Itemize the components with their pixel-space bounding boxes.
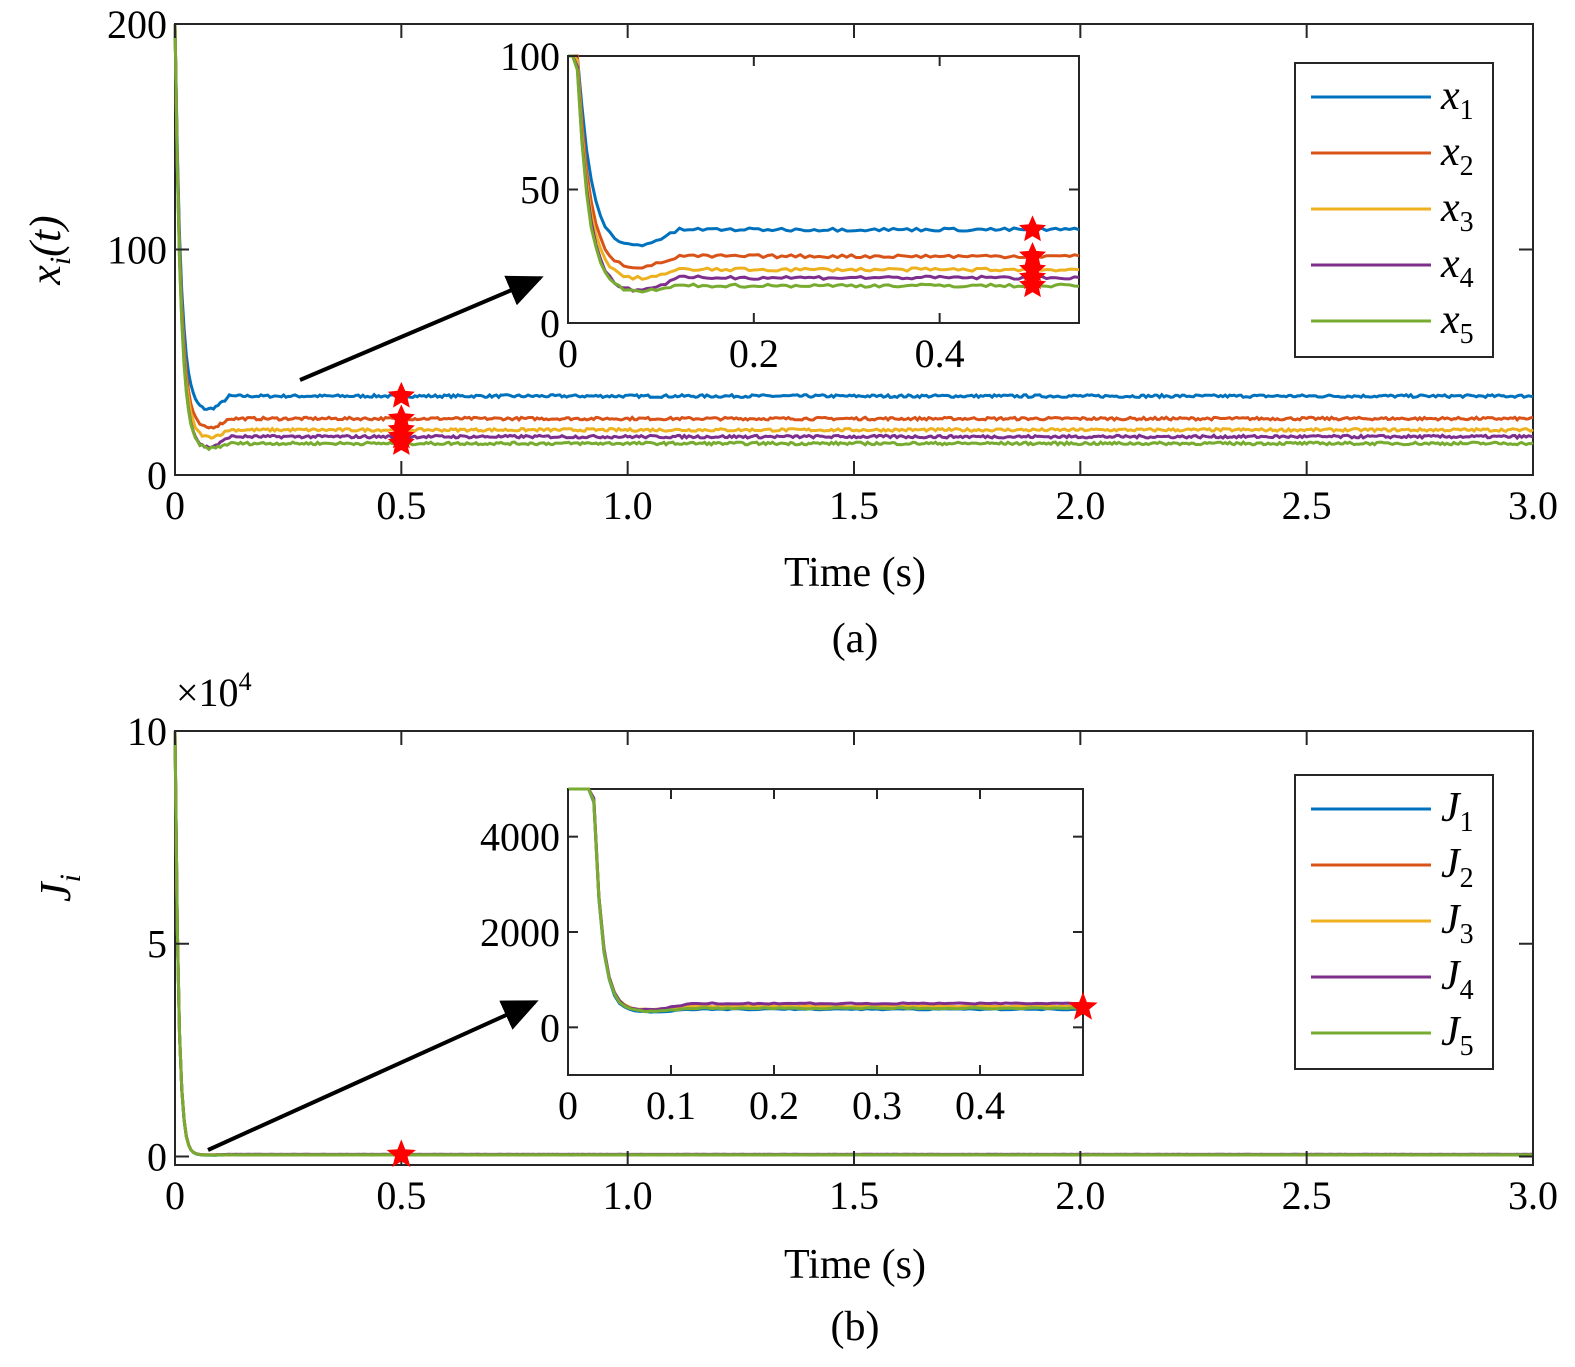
panel-a-inset-ytick-label: 50 xyxy=(520,168,560,213)
panel-a-ylabel-suffix: (t) xyxy=(21,215,70,257)
panel-b-exponent-label: ×104 xyxy=(176,667,252,715)
panel-a-ylabel-sub: i xyxy=(44,257,77,265)
panel-b-xtick-label: 1.5 xyxy=(829,1173,879,1218)
panel-b-inset-ytick-label: 0 xyxy=(540,1005,560,1050)
panel-b-inset-ytick-label: 4000 xyxy=(480,815,560,860)
panel-a-xlabel: Time (s) xyxy=(784,550,926,596)
panel-b-inset-xtick-label: 0 xyxy=(558,1083,578,1128)
panel-a-xtick-label: 2.5 xyxy=(1282,483,1332,528)
panel-b-xtick-label: 2.5 xyxy=(1282,1173,1332,1218)
panel-a-inset-ytick-label: 0 xyxy=(540,301,560,346)
panel-b-xtick-label: 2.0 xyxy=(1055,1173,1105,1218)
panel-a-xtick-label: 2.0 xyxy=(1055,483,1105,528)
panel-a-legend-entry-5: x5 xyxy=(1440,297,1474,350)
panel-a-inset-series-line-2 xyxy=(568,54,1080,270)
panel-b-xtick-label: 0.5 xyxy=(376,1173,426,1218)
panel-a-inset-marker-star-5 xyxy=(1019,271,1047,298)
panel-a-ylabel-main: x xyxy=(21,265,70,286)
panel-a-legend-entry-3: x3 xyxy=(1440,185,1474,238)
panel-b-exponent-base: ×10 xyxy=(176,670,239,715)
panel-a-inset-xtick-label: 0.2 xyxy=(729,331,779,376)
panel-a-zoom-arrow xyxy=(299,275,544,382)
panel-b-marker-star-1 xyxy=(386,1139,416,1168)
panel-a-marker-star-1 xyxy=(387,381,415,408)
panel-b-inset-xtick-label: 0.1 xyxy=(646,1083,696,1128)
panel-b-ylabel-main: J xyxy=(31,880,80,902)
panel-a-ylabel: xi(t) xyxy=(21,215,77,285)
panel-a-xtick-label: 1.0 xyxy=(603,483,653,528)
panel-a-xtick-label: 0 xyxy=(165,483,185,528)
panel-a-inset-ytick-label: 100 xyxy=(500,34,560,79)
panel-b-label: (b) xyxy=(831,1304,880,1350)
panel-a-marker-star-5 xyxy=(387,429,415,455)
panel-b-ytick-label: 5 xyxy=(147,922,167,967)
panel-b-legend-entry-5: J5 xyxy=(1441,1009,1474,1062)
panel-a-inset-axes-box xyxy=(567,55,1080,324)
panel-b-ylabel: Ji xyxy=(31,874,87,902)
panel-a-label: (a) xyxy=(832,616,879,662)
panel-b-legend-entry-3: J3 xyxy=(1441,897,1474,950)
panel-b-legend-entry-4: J4 xyxy=(1441,953,1474,1006)
panel-a-inset-xtick-label: 0 xyxy=(558,331,578,376)
panel-a-ytick-label: 100 xyxy=(107,228,167,273)
panel-a: Time (s) (a) xi(t) xyxy=(21,215,926,662)
panel-b-inset-series-line-5 xyxy=(568,787,1084,1014)
panel-b-legend-entry-2: J2 xyxy=(1441,841,1474,894)
panel-b-xtick-label: 0 xyxy=(165,1173,185,1218)
panel-a-inset-series-line-5 xyxy=(568,54,1080,294)
panel-a-xtick-label: 0.5 xyxy=(376,483,426,528)
panel-a-legend-entry-2: x2 xyxy=(1440,129,1474,182)
panel-b-ylabel-sub: i xyxy=(54,874,87,882)
panel-b-inset-marker-star-1 xyxy=(1068,991,1098,1020)
panel-b-xtick-label: 3.0 xyxy=(1508,1173,1558,1218)
panel-b-ytick-label: 10 xyxy=(127,709,167,754)
panel-b-inset-series-line-4 xyxy=(568,787,1084,1012)
panel-a-inset-series-line-3 xyxy=(568,54,1080,281)
panel-b-inset-ytick-label: 2000 xyxy=(480,910,560,955)
panel-a-inset-series-line-1 xyxy=(568,54,1080,248)
panel-b-exponent-power: 4 xyxy=(239,667,252,696)
panel-b-inset-xtick-label: 0.4 xyxy=(955,1083,1005,1128)
panel-b-inset-axes-box xyxy=(567,788,1084,1076)
panel-a-inset-xtick-label: 0.4 xyxy=(915,331,965,376)
panel-b-xtick-label: 1.0 xyxy=(603,1173,653,1218)
panel-b-inset-xtick-label: 0.3 xyxy=(852,1083,902,1128)
panel-b-zoom-arrow xyxy=(207,1000,539,1152)
panel-b: Time (s) (b) Ji ×104 xyxy=(31,667,926,1350)
panel-a-legend-entry-1: x1 xyxy=(1440,73,1474,126)
panel-b-inset-xtick-label: 0.2 xyxy=(749,1083,799,1128)
panel-a-ytick-label: 0 xyxy=(147,453,167,498)
panel-b-legend-entry-1: J1 xyxy=(1441,785,1474,838)
panel-a-inset-series-line-4 xyxy=(568,54,1080,293)
panel-a-xtick-label: 1.5 xyxy=(829,483,879,528)
panel-b-ytick-label: 0 xyxy=(147,1134,167,1179)
panel-a-xtick-label: 3.0 xyxy=(1508,483,1558,528)
panel-a-ytick-label: 200 xyxy=(107,2,167,47)
panel-a-legend-entry-4: x4 xyxy=(1440,241,1474,294)
panel-b-xlabel: Time (s) xyxy=(784,1242,926,1288)
panel-a-inset-marker-star-1 xyxy=(1019,215,1047,242)
